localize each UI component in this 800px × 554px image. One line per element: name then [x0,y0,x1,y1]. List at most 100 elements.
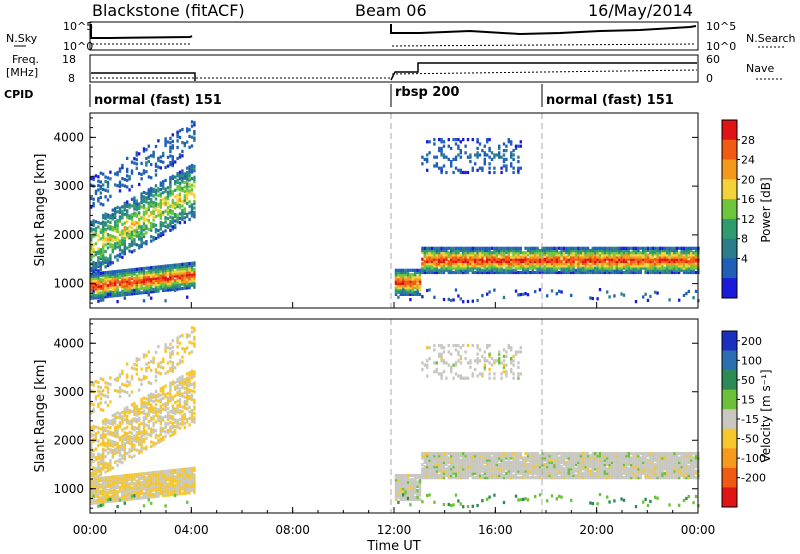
power-cell [178,280,182,284]
velocity-cell [174,424,177,429]
power-cell [154,197,158,201]
velocity-cell [121,476,124,480]
velocity-cell [188,469,191,473]
velocity-cell [466,343,470,348]
power-cell [171,159,174,163]
power-cell [97,188,100,192]
power-cell [157,265,160,269]
power-cell [428,253,431,257]
nsky-trace-early [90,24,193,39]
velocity-cell [142,422,146,426]
velocity-cell [435,469,438,473]
velocity-cell [454,471,458,475]
power-cell [613,264,616,268]
velocity-cell [138,481,141,485]
power-cell [555,248,558,253]
power-cell [435,248,438,253]
power-cell [190,203,194,207]
power-cell [116,278,119,282]
velocity-cell [476,473,479,478]
power-cell [421,257,424,261]
power-cell [433,266,436,270]
power-cell [118,180,122,184]
power-cell [673,253,676,257]
velocity-cell [135,357,138,361]
power-cell [435,264,438,268]
power-cell [138,224,141,228]
power-cell [452,255,455,259]
velocity-cell [147,482,150,486]
power-cell [634,266,638,270]
power-cell [466,253,470,257]
velocity-cell [181,355,184,359]
power-cell [178,192,182,196]
power-cell [591,268,594,272]
velocity-cell [159,428,162,432]
power-cell [147,192,150,196]
power-cell [142,232,146,236]
velocity-cell [154,402,158,407]
power-cell [152,290,155,294]
power-cell [178,155,182,159]
power-cell [483,266,486,270]
velocity-cell [94,486,98,490]
velocity-cell [106,395,110,399]
power-cell [183,189,186,194]
power-cell [121,286,124,290]
velocity-cell [171,363,174,367]
power-cell [162,197,165,201]
velocity-cell [142,440,146,444]
velocity-cell [433,471,436,475]
velocity-cell [442,370,446,374]
power-cell [126,174,129,178]
power-cell [596,297,599,301]
power-cell [560,251,563,255]
power-cell [586,262,590,266]
velocity-cell [478,476,482,480]
power-cell [162,232,165,236]
velocity-cell [109,450,112,454]
power-cell [538,251,542,255]
power-cell [673,264,676,268]
power-cell [183,174,186,178]
velocity-cell [159,406,162,410]
power-cell [644,257,647,261]
velocity-cell [171,350,174,354]
power-cell [97,199,100,203]
power-cell [464,170,467,175]
power-cell [498,264,501,268]
power-cell [111,276,114,280]
velocity-cell [174,488,177,492]
power-cell [510,255,513,259]
power-cell [109,283,112,287]
power-cell [123,269,126,273]
power-cell [644,246,647,250]
velocity-cell [135,475,138,479]
velocity-cell [162,472,165,476]
power-cell [178,129,182,133]
velocity-cell [409,482,412,486]
power-cell [454,268,458,272]
velocity-cell [145,430,148,434]
velocity-cell [459,361,462,365]
power-cell [510,259,513,264]
power-cell [123,201,126,205]
power-cell [130,292,134,296]
power-cell [147,221,150,225]
power-cell [632,268,635,272]
velocity-cell [169,469,172,473]
power-cell [394,268,398,272]
power-cell [450,253,453,257]
velocity-cell [150,444,153,449]
power-cell [142,197,146,201]
power-cell [138,233,141,237]
velocity-cell [188,351,191,355]
power-cell [130,289,134,293]
power-cell [598,259,602,264]
velocity-cell [118,479,122,483]
velocity-cell [104,487,107,491]
velocity-cell [114,475,117,479]
velocity-cell [102,432,105,436]
power-cell [471,299,474,303]
power-cell [138,287,141,291]
